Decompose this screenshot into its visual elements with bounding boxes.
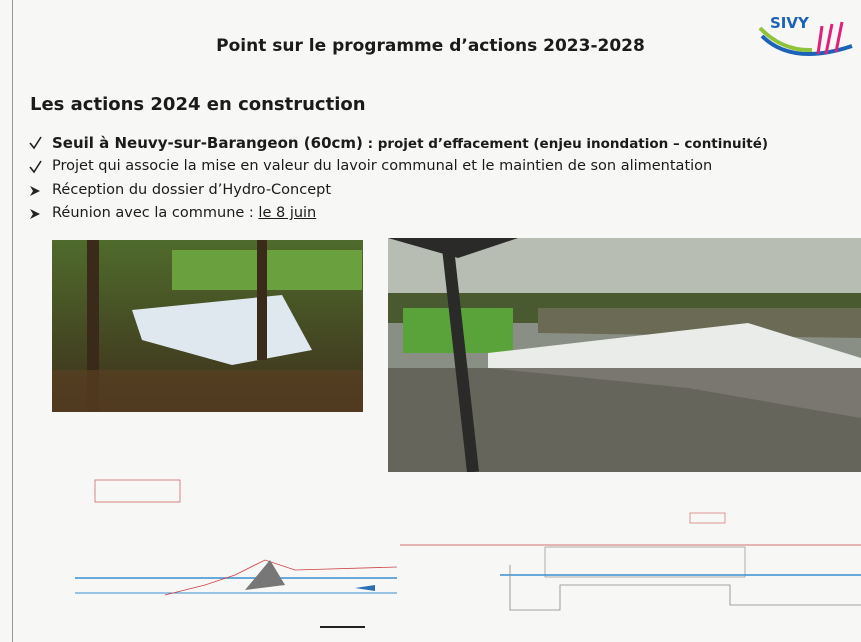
photo-weir	[52, 240, 363, 412]
check-mark	[28, 160, 42, 174]
slide-title: Point sur le programme d’actions 2023-20…	[0, 36, 861, 56]
arrow-mark	[28, 184, 42, 198]
bullet: Projet qui associe la mise en valeur du …	[52, 158, 712, 174]
section-heading: Les actions 2024 en construction	[30, 94, 366, 115]
bullet-text: Projet qui associe la mise en valeur du …	[52, 158, 712, 174]
logo-text: SIVY	[770, 14, 810, 32]
photo-river	[388, 238, 861, 472]
slide-border	[12, 0, 13, 642]
drawing-cross-section	[400, 505, 861, 633]
bullet-text: : projet d’effacement (enjeu inondation …	[363, 136, 768, 152]
bullet: Réception du dossier d’Hydro-Concept	[52, 182, 331, 198]
meeting-date: le 8 juin	[258, 205, 316, 221]
logo-graphic: SIVY	[752, 6, 861, 68]
drawing-longitudinal	[75, 475, 397, 637]
bullet-text: Réception du dossier d’Hydro-Concept	[52, 182, 331, 198]
slide: Point sur le programme d’actions 2023-20…	[0, 0, 861, 642]
logo: SIVY	[752, 6, 861, 68]
bullet-lead: Seuil à Neuvy-sur-Barangeon (60cm)	[52, 134, 363, 152]
bullet: Réunion avec la commune : le 8 juin	[52, 205, 316, 221]
check-mark	[28, 136, 42, 150]
arrow-mark	[28, 207, 42, 221]
bullet-text: Réunion avec la commune :	[52, 205, 258, 221]
bullet: Seuil à Neuvy-sur-Barangeon (60cm) : pro…	[52, 134, 768, 152]
